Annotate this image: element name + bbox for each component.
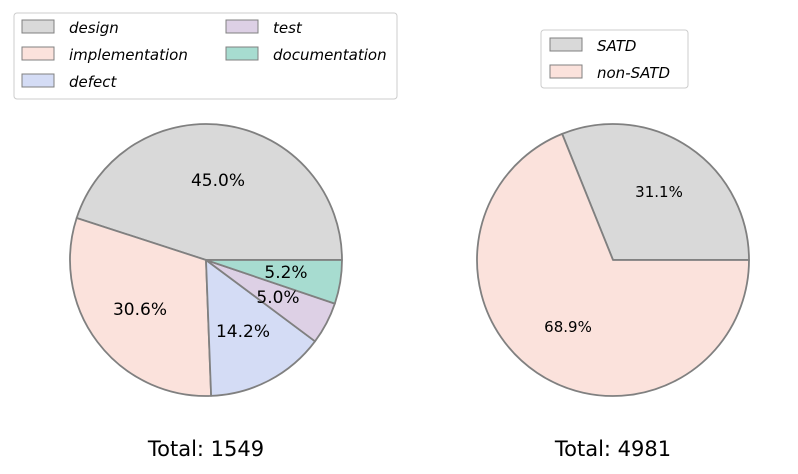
slice-label-implementation: 30.6% [113,300,167,320]
pie-slice-defect [205,259,316,397]
slice-label-test: 5.0% [256,288,299,308]
pie-slice-documentation [205,259,343,305]
pie-slice-satd [561,123,750,261]
slice-label-non-satd: 68.9% [544,318,592,336]
legend-swatch-test [225,19,259,34]
legend-label-non-satd: non-SATD [597,64,670,82]
pie-slice-non-satd [476,132,750,397]
pie-slice-implementation [69,217,213,397]
slice-label-satd: 31.1% [635,183,683,201]
slice-label-design: 45.0% [191,171,245,191]
legend-label-test: test [273,19,303,37]
pie-slice-design [75,123,343,261]
slice-label-documentation: 5.2% [264,263,307,283]
total-label-left: Total: 1549 [147,437,264,461]
legend-swatch-documentation [225,46,259,61]
legend-label-design: design [69,19,119,37]
legend-label-documentation: documentation [273,46,387,64]
legend-left: design implementation defect test docume… [13,12,398,100]
legend-label-defect: defect [69,73,118,91]
legend-swatch-defect [21,73,55,88]
legend-swatch-satd [549,37,583,52]
slice-label-defect: 14.2% [216,322,270,342]
legend-swatch-implementation [21,46,55,61]
total-label-right: Total: 4981 [554,437,671,461]
legend-label-implementation: implementation [69,46,188,64]
legend-right: SATD non-SATD [540,29,689,89]
legend-swatch-non-satd [549,64,583,79]
legend-swatch-design [21,19,55,34]
legend-label-satd: SATD [597,37,636,55]
pie-chart-right [476,123,750,397]
pie-chart-left [69,123,343,397]
